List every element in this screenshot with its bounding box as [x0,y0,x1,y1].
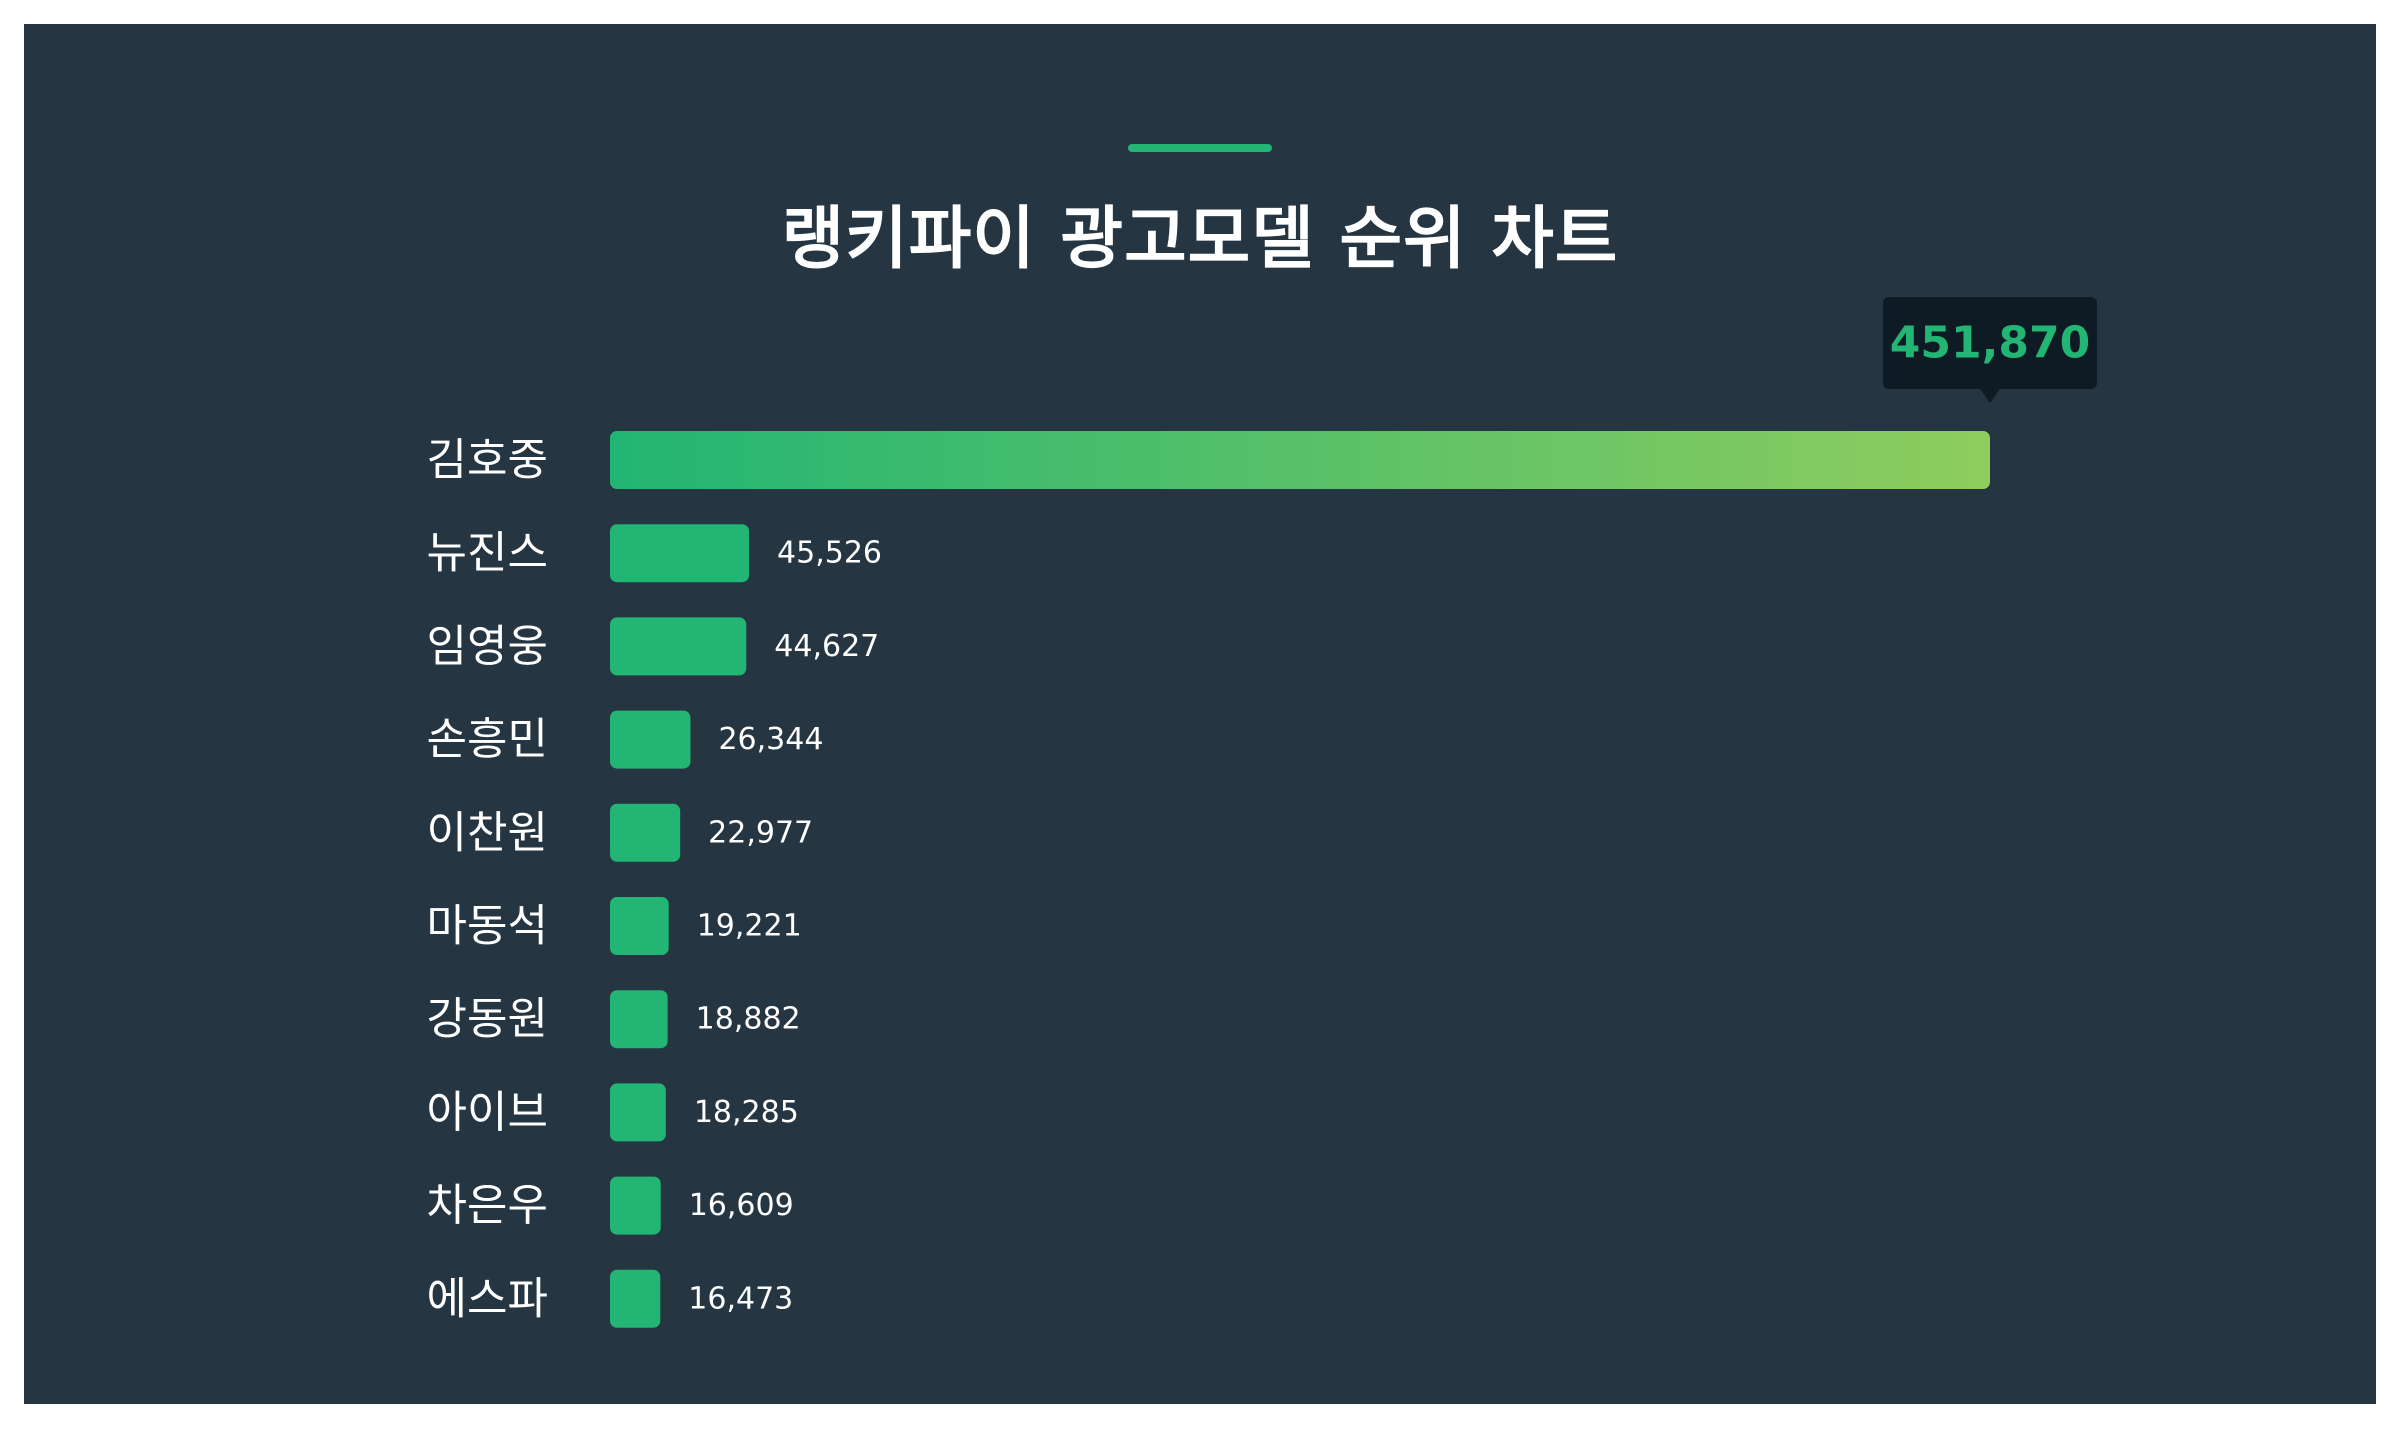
value-label: 22,977 [708,815,813,850]
category-label: 차은우 [427,1180,548,1231]
value-label: 45,526 [777,536,882,571]
category-label: 손흥민 [427,714,548,765]
bar[interactable] [610,1269,661,1328]
chart-title: 랭키파이 광고모델 순위 차트 [781,200,1619,279]
category-label: 마동석 [427,901,548,952]
bar[interactable] [610,803,681,862]
bar[interactable] [610,524,750,583]
value-label: 26,344 [718,722,823,757]
chart-panel [24,24,2376,1404]
value-label: 451,870 [1890,318,2090,369]
bar[interactable] [610,897,669,955]
value-label: 18,285 [694,1095,799,1130]
bar[interactable] [610,990,668,1049]
title-accent-line [1128,144,1272,152]
bar[interactable] [610,710,691,769]
category-label: 김호중 [427,435,548,486]
category-label: 임영웅 [427,621,548,672]
value-label: 44,627 [774,629,879,664]
category-label: 아이브 [427,1087,548,1138]
bar[interactable] [610,617,747,676]
value-tooltip: 451,870 [1883,297,2097,403]
value-label: 16,473 [688,1281,793,1316]
tooltip-pointer [1980,389,2000,403]
category-label: 뉴진스 [427,528,548,579]
tooltip-box [1883,297,2097,389]
bar[interactable] [610,1083,666,1142]
category-label: 에스파 [427,1273,548,1324]
bar[interactable] [610,1176,661,1235]
bar[interactable] [610,431,1990,489]
category-label: 이찬원 [427,807,548,858]
value-label: 18,882 [696,1002,801,1037]
value-label: 19,221 [697,909,802,944]
category-label: 강동원 [427,994,548,1045]
value-label: 16,609 [689,1188,794,1223]
